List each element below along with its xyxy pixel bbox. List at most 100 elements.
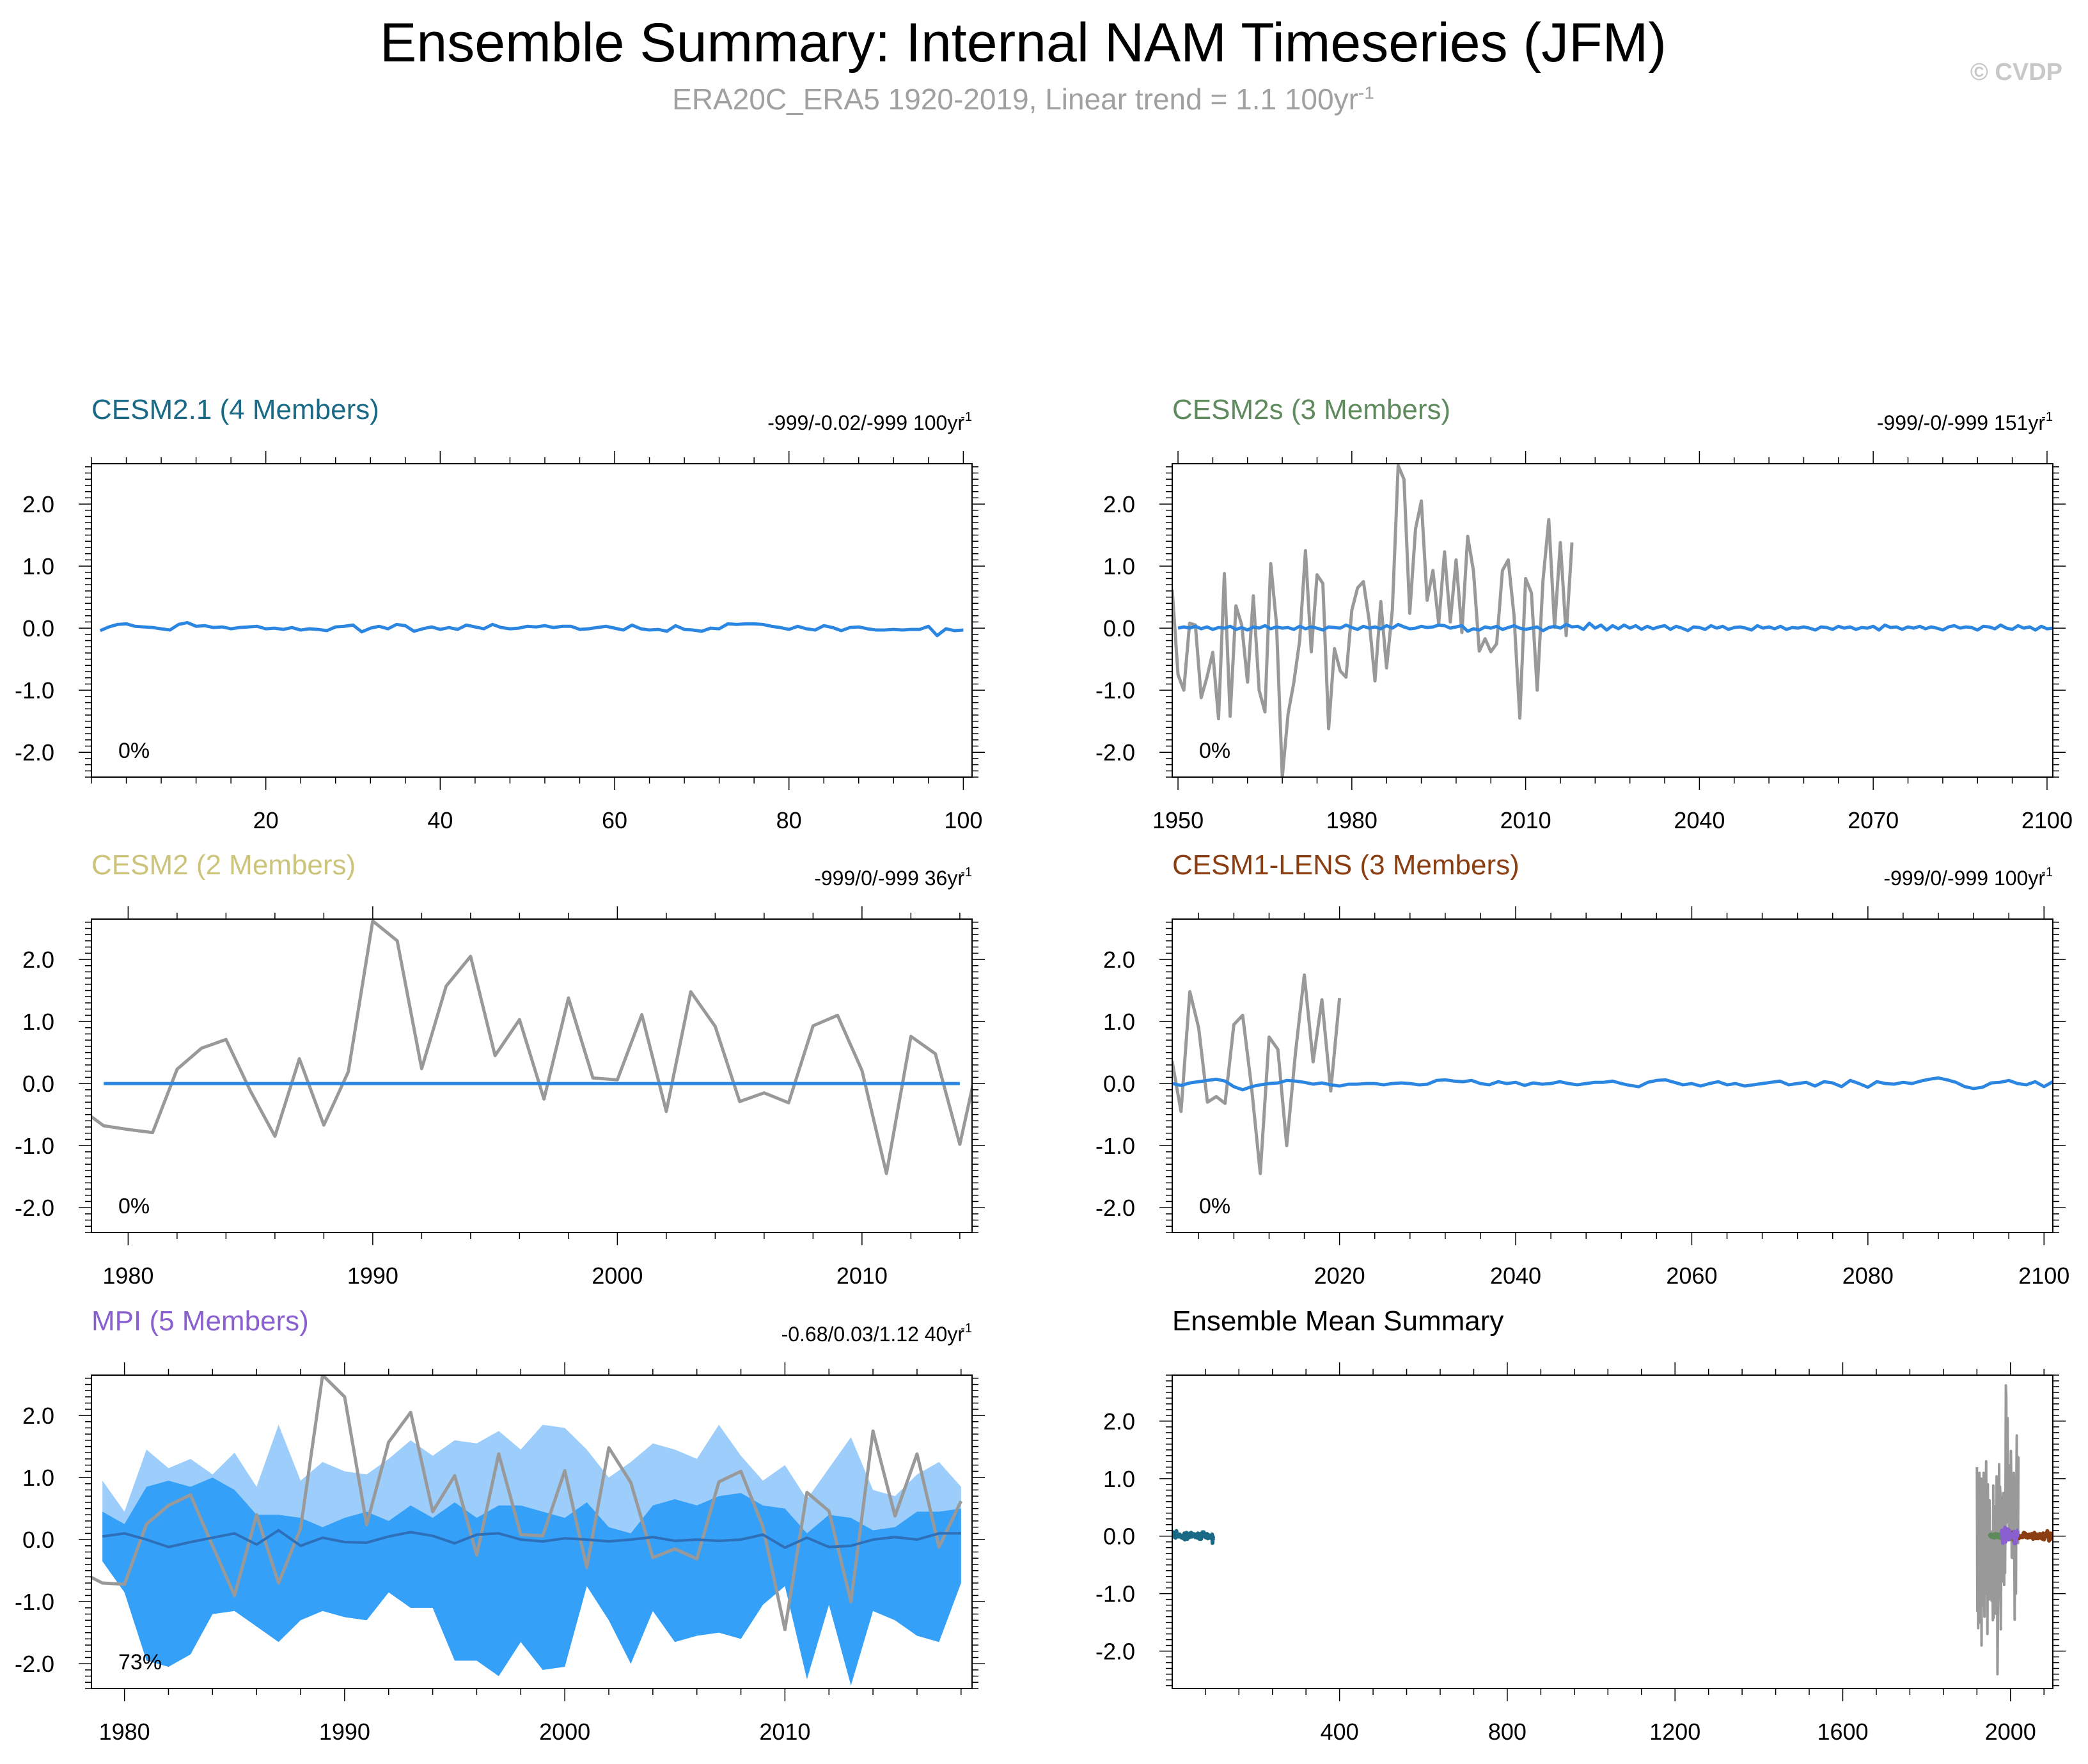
- y-tick-label: -2.0: [1095, 1639, 1135, 1665]
- panel-frame: [1172, 918, 2053, 1233]
- x-tick-label: 2040: [1674, 807, 1725, 833]
- series-line-obs: [1975, 1384, 2020, 1676]
- y-tick-label: 2.0: [22, 491, 54, 517]
- x-tick-label: 2000: [592, 1263, 643, 1289]
- panel-percent-label: 73%: [118, 1650, 162, 1674]
- panel-percent-label: 0%: [118, 1194, 150, 1218]
- subtitle-text: ERA20C_ERA5 1920-2019, Linear trend = 1.…: [672, 83, 1358, 116]
- series-line-obs: [1172, 973, 1342, 1176]
- x-tick-label: 2040: [1490, 1263, 1541, 1289]
- x-tick-label: 1980: [99, 1719, 150, 1745]
- subtitle-superscript: -1: [1358, 83, 1374, 103]
- y-tick-label: 0.0: [22, 1071, 54, 1097]
- panel-stats: -999/0/-999 36yr: [814, 867, 964, 890]
- y-tick-label: 0.0: [22, 615, 54, 642]
- plot-area: [1172, 464, 2053, 777]
- series-line-obs: [91, 919, 972, 1176]
- y-tick-label: 1.0: [1103, 1466, 1135, 1492]
- x-tick-label: 1980: [102, 1263, 153, 1289]
- x-tick-label: 1990: [347, 1263, 398, 1289]
- series-line-ensmean: [1177, 621, 2053, 633]
- y-tick-label: -1.0: [1095, 1133, 1135, 1159]
- plot-area: [1172, 1384, 2053, 1676]
- panel-stats-superscript: -1: [961, 865, 972, 879]
- plot-area: [91, 919, 972, 1176]
- y-tick-label: 1.0: [22, 1009, 54, 1035]
- x-tick-label: 1990: [319, 1719, 370, 1745]
- panel-title: Ensemble Mean Summary: [1172, 1305, 1503, 1337]
- panel-frame: [1172, 1374, 2053, 1689]
- x-tick-label: 1600: [1817, 1719, 1868, 1745]
- series-line-obs: [91, 1375, 963, 1632]
- panel-stats: -999/-0/-999 151yr: [1877, 411, 2046, 434]
- panel-percent-label: 0%: [1199, 1194, 1230, 1218]
- panel-title: CESM2 (2 Members): [91, 849, 356, 881]
- y-tick-label: 2.0: [1103, 491, 1135, 517]
- panel-title: CESM2.1 (4 Members): [91, 394, 379, 425]
- panel-stats: -999/-0.02/-999 100yr: [767, 411, 964, 434]
- series-line-cesm2-1: [1172, 1529, 1216, 1545]
- panel-title: CESM1-LENS (3 Members): [1172, 849, 1519, 881]
- plot-area: [99, 620, 964, 638]
- y-tick-label: -1.0: [15, 677, 54, 704]
- y-tick-label: 1.0: [22, 1465, 54, 1491]
- page-title: Ensemble Summary: Internal NAM Timeserie…: [380, 12, 1667, 74]
- x-tick-label: 1950: [1152, 807, 1204, 833]
- x-tick-label: 2100: [2018, 1263, 2069, 1289]
- y-tick-label: 0.0: [1103, 1524, 1135, 1550]
- panel-frame: [91, 1374, 973, 1689]
- y-tick-label: 0.0: [1103, 1071, 1135, 1097]
- x-tick-label: 1200: [1649, 1719, 1700, 1745]
- y-tick-label: 2.0: [22, 947, 54, 973]
- x-tick-label: 2100: [2021, 807, 2073, 833]
- y-tick-label: 0.0: [1103, 615, 1135, 642]
- y-tick-label: 2.0: [1103, 947, 1135, 973]
- x-tick-label: 2000: [539, 1719, 590, 1745]
- x-tick-label: 1980: [1326, 807, 1378, 833]
- y-tick-label: -2.0: [15, 1651, 54, 1677]
- y-tick-label: -2.0: [15, 739, 54, 766]
- page-subtitle: ERA20C_ERA5 1920-2019, Linear trend = 1.…: [0, 82, 2046, 116]
- series-line-ensmean: [102, 1529, 961, 1549]
- panel-stats-superscript: -1: [961, 410, 972, 424]
- panel-title: CESM2s (3 Members): [1172, 394, 1450, 425]
- panel-percent-label: 0%: [1199, 739, 1230, 763]
- y-tick-label: -1.0: [15, 1133, 54, 1159]
- series-line-obs: [1172, 464, 1574, 777]
- y-tick-label: -1.0: [15, 1589, 54, 1615]
- y-tick-label: -1.0: [1095, 1581, 1135, 1607]
- x-tick-label: 2070: [1848, 807, 1899, 833]
- chart-panel-3: CESM2 (2 Members) -999/0/-999 36yr-1 2.0 1.…: [15, 849, 985, 1289]
- y-tick-label: 2.0: [22, 1403, 54, 1429]
- series-line-ensmean: [99, 620, 964, 638]
- x-tick-label: 20: [253, 807, 279, 833]
- copyright-label: © CVDP: [1970, 59, 2062, 86]
- chart-panel-2: CESM2s (3 Members) -999/-0/-999 151yr-1 2.…: [1095, 394, 2073, 833]
- panel-stats: -999/0/-999 100yr: [1883, 867, 2045, 890]
- panel-stats-superscript: -1: [2041, 865, 2053, 879]
- x-tick-label: 2060: [1666, 1263, 1717, 1289]
- x-tick-label: 2010: [759, 1719, 810, 1745]
- y-tick-label: 2.0: [1103, 1408, 1135, 1435]
- panel-stats: -0.68/0.03/1.12 40yr: [781, 1323, 965, 1346]
- panel-stats-superscript: -1: [2041, 410, 2053, 424]
- x-tick-label: 40: [427, 807, 453, 833]
- y-tick-label: -1.0: [1095, 677, 1135, 704]
- y-tick-label: 1.0: [1103, 553, 1135, 579]
- panel-frame: [91, 918, 973, 1233]
- chart-panel-6: Ensemble Mean Summary 2.0 1.0 0.0 -1.0 -2.0 40…: [1095, 1305, 2066, 1745]
- y-tick-label: -2.0: [15, 1195, 54, 1221]
- spread-inner-area: [102, 1477, 961, 1686]
- plot-area: [1172, 973, 2053, 1176]
- x-tick-label: 2010: [836, 1263, 888, 1289]
- x-tick-label: 2020: [1314, 1263, 1365, 1289]
- y-tick-label: 1.0: [1103, 1009, 1135, 1035]
- x-tick-label: 80: [776, 807, 802, 833]
- x-tick-label: 60: [602, 807, 627, 833]
- series-line-ensmean: [1172, 1076, 2053, 1092]
- x-tick-label: 2010: [1500, 807, 1551, 833]
- x-tick-label: 800: [1488, 1719, 1527, 1745]
- panel-frame: [91, 463, 973, 778]
- y-tick-label: -2.0: [1095, 1195, 1135, 1221]
